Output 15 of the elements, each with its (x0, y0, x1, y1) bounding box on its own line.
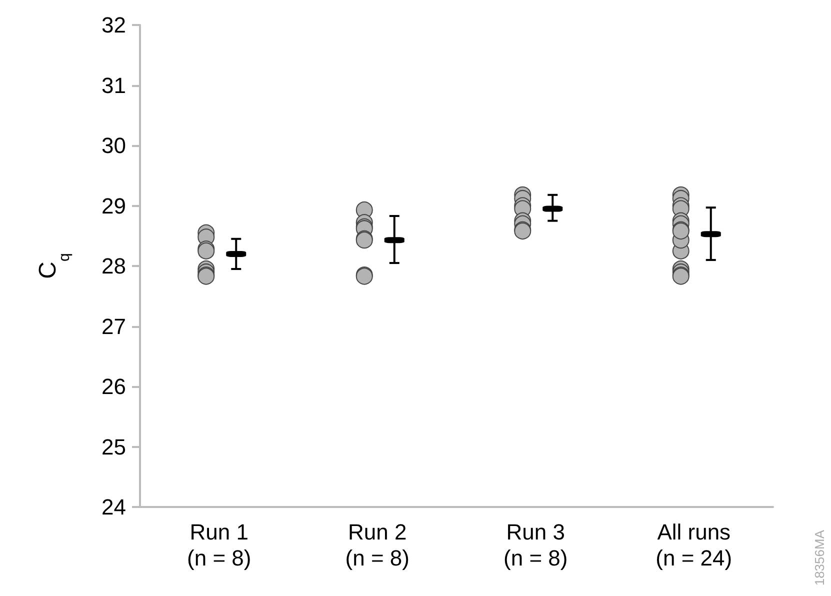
x-tick-label: Run 3 (n = 8) (504, 520, 568, 570)
y-tick-label: 29 (102, 193, 126, 218)
y-tick-label: 25 (102, 434, 126, 460)
y-tick-label: 27 (102, 314, 126, 339)
y-tick-label: 32 (102, 12, 126, 38)
y-tick-label: 31 (102, 72, 126, 98)
y-tick-label: 28 (102, 254, 126, 278)
y-axis-title: Cq (34, 253, 73, 279)
text: 18356MA (812, 530, 827, 586)
x-tick-label: Run 2 (n = 8) (345, 520, 410, 570)
y-tick-label: 24 (102, 494, 126, 520)
x-tick-label: Run 1 (n = 8) (187, 520, 252, 570)
y-tick-label: 30 (102, 133, 126, 158)
y-tick-label: 26 (102, 374, 126, 399)
x-tick-label: All runs (n = 24) (656, 520, 732, 570)
